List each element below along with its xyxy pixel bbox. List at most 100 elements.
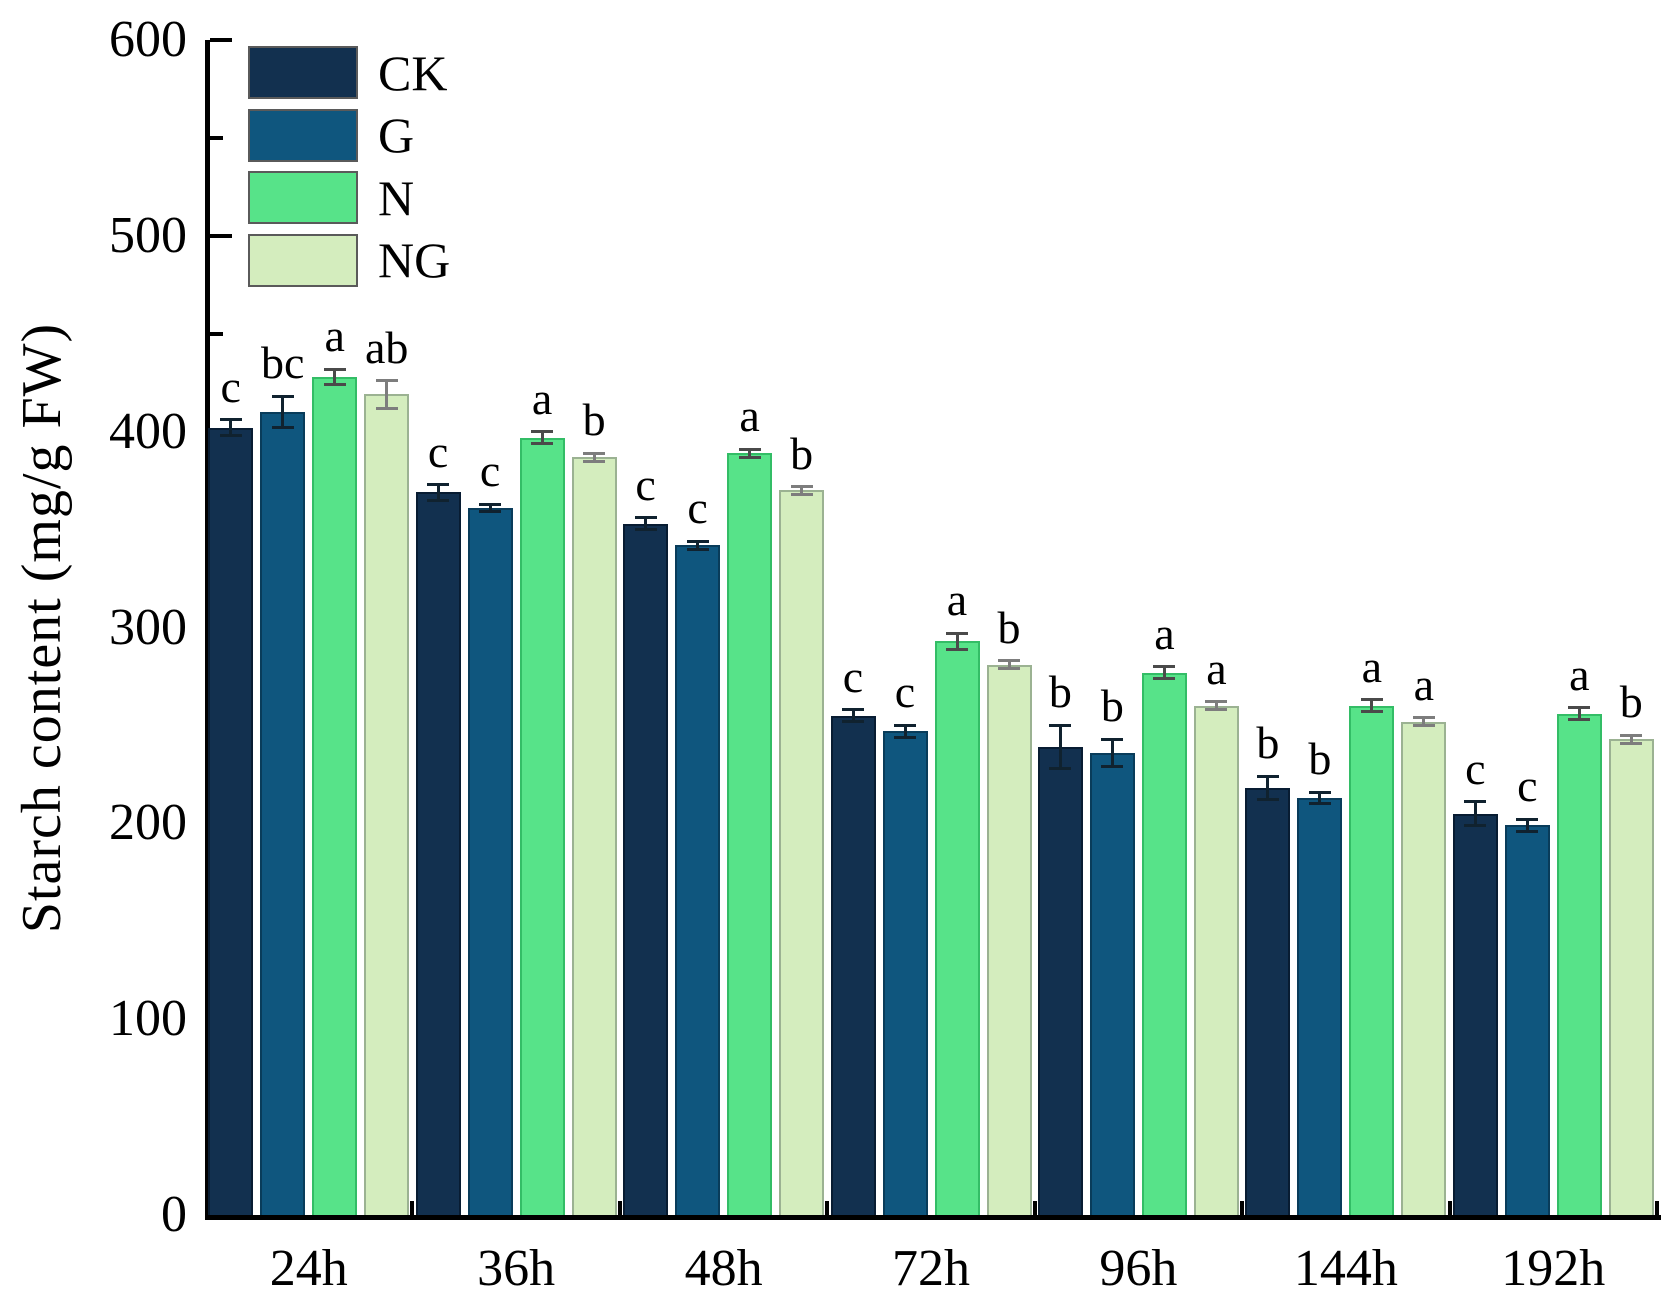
bar-NG-36h: [571, 457, 617, 1215]
error-cap-top-G-36h: [479, 502, 502, 506]
error-cap-bottom-N-48h: [738, 455, 761, 459]
sig-letter-N-24h: a: [324, 310, 345, 361]
bar-N-144h: [1349, 705, 1395, 1215]
error-cap-top-N-192h: [1568, 706, 1591, 710]
y-minor-tick-450: [210, 331, 223, 336]
error-cap-bottom-N-72h: [946, 647, 968, 651]
error-cap-bottom-G-36h: [479, 510, 502, 514]
legend-row-NG: NG: [248, 232, 451, 288]
sig-letter-N-192h: a: [1569, 648, 1590, 700]
error-bar-N-48h: [748, 449, 752, 458]
error-cap-bottom-CK-144h: [1256, 798, 1279, 802]
error-cap-top-CK-48h: [634, 516, 657, 520]
y-major-tick-600: [210, 38, 232, 42]
error-cap-bottom-G-96h: [1101, 765, 1124, 769]
bar-CK-144h: [1245, 788, 1291, 1215]
error-cap-bottom-NG-36h: [583, 459, 606, 463]
legend-swatch-N: [248, 171, 358, 224]
error-cap-bottom-G-48h: [686, 547, 709, 551]
error-cap-bottom-G-144h: [1308, 802, 1331, 806]
bar-N-96h: [1141, 672, 1187, 1215]
x-label-36h: 36h: [477, 1240, 556, 1297]
legend-label-NG: NG: [378, 232, 451, 288]
error-bar-NG-36h: [592, 453, 596, 462]
sig-letter-N-144h: a: [1361, 640, 1383, 692]
error-cap-top-G-24h: [271, 394, 294, 398]
sig-letter-CK-48h: c: [635, 458, 656, 510]
error-cap-bottom-NG-192h: [1620, 741, 1643, 745]
error-bar-N-192h: [1577, 707, 1581, 720]
sig-letter-NG-192h: b: [1619, 676, 1643, 728]
error-cap-top-N-96h: [1153, 665, 1176, 669]
error-bar-G-36h: [488, 504, 492, 512]
error-cap-top-G-192h: [1516, 817, 1539, 821]
x-boundary-tick-4: [1032, 1201, 1037, 1215]
x-label-24h: 24h: [269, 1240, 348, 1297]
bar-G-72h: [882, 731, 928, 1215]
error-bar-NG-72h: [1007, 660, 1011, 669]
error-cap-top-CK-24h: [219, 418, 242, 422]
error-cap-top-N-72h: [946, 631, 968, 635]
error-bar-NG-48h: [800, 486, 804, 495]
legend-row-N: N: [248, 171, 414, 224]
bar-NG-144h: [1401, 721, 1447, 1215]
sig-letter-G-48h: c: [687, 482, 708, 534]
error-bar-CK-96h: [1058, 725, 1062, 769]
error-cap-bottom-N-36h: [531, 441, 554, 445]
bar-G-48h: [675, 545, 721, 1215]
y-tick-label-500: 500: [109, 206, 187, 264]
legend-row-G: G: [248, 108, 414, 162]
error-bar-CK-144h: [1266, 776, 1270, 800]
bar-CK-48h: [623, 523, 669, 1215]
legend: CK G N NG: [248, 46, 608, 306]
error-bar-CK-36h: [436, 484, 440, 501]
error-bar-N-96h: [1162, 666, 1166, 679]
error-cap-top-CK-192h: [1464, 800, 1487, 804]
error-cap-bottom-CK-36h: [427, 498, 450, 502]
error-cap-top-CK-72h: [842, 708, 864, 712]
error-bar-G-192h: [1525, 819, 1529, 832]
error-cap-bottom-CK-192h: [1464, 823, 1487, 827]
bar-CK-72h: [830, 715, 876, 1215]
sig-letter-G-144h: b: [1308, 733, 1332, 784]
y-axis-line: [205, 40, 210, 1220]
error-cap-bottom-CK-96h: [1049, 767, 1072, 770]
x-label-192h: 192h: [1501, 1240, 1606, 1297]
bar-G-144h: [1297, 797, 1343, 1215]
y-minor-tick-550: [210, 135, 223, 140]
legend-swatch-CK: [248, 46, 358, 99]
sig-letter-N-48h: a: [739, 390, 760, 442]
x-boundary-tick-3: [825, 1201, 830, 1215]
bar-G-36h: [467, 508, 513, 1215]
error-bar-CK-24h: [229, 419, 233, 436]
bar-G-192h: [1504, 825, 1550, 1215]
y-tick-label-400: 400: [109, 402, 187, 460]
y-major-tick-500: [210, 233, 232, 238]
error-cap-top-NG-24h: [375, 379, 398, 383]
bar-G-24h: [260, 412, 306, 1215]
sig-letter-CK-192h: c: [1465, 742, 1486, 794]
bar-N-48h: [727, 453, 773, 1215]
x-label-96h: 96h: [1099, 1240, 1178, 1297]
error-cap-bottom-CK-24h: [219, 434, 242, 438]
error-cap-bottom-N-96h: [1153, 676, 1176, 680]
sig-letter-CK-36h: c: [427, 425, 449, 477]
error-cap-top-NG-96h: [1205, 700, 1228, 704]
bar-CK-96h: [1037, 746, 1083, 1215]
legend-label-N: N: [378, 169, 415, 226]
error-cap-top-NG-36h: [583, 451, 606, 455]
sig-letter-NG-36h: b: [582, 394, 606, 446]
error-bar-G-96h: [1110, 739, 1114, 767]
x-label-48h: 48h: [684, 1240, 763, 1297]
error-bar-G-72h: [903, 725, 907, 738]
bar-N-36h: [519, 437, 565, 1215]
bar-CK-24h: [208, 427, 254, 1215]
y-tick-label-100: 100: [109, 990, 187, 1048]
y-tick-label-300: 300: [109, 598, 187, 656]
bar-G-96h: [1089, 752, 1135, 1215]
error-cap-top-N-36h: [531, 430, 554, 434]
sig-letter-G-96h: b: [1100, 680, 1124, 732]
x-boundary-tick-2: [617, 1201, 622, 1215]
x-boundary-tick-1: [410, 1201, 415, 1215]
